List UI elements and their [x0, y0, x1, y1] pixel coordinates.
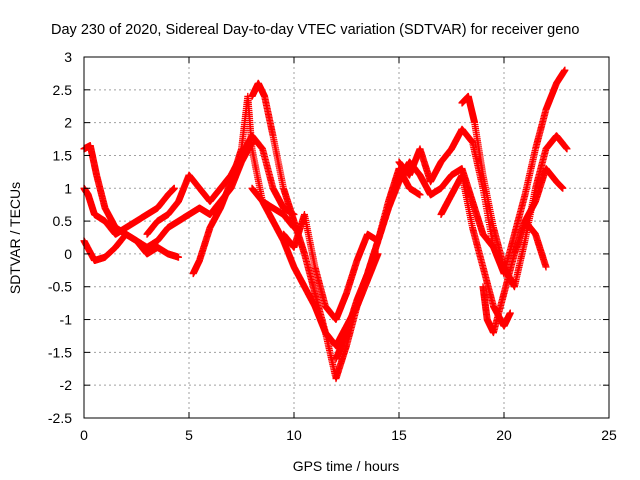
x-tick-label: 20 [496, 427, 512, 443]
x-tick-label: 5 [185, 427, 193, 443]
y-tick-label: 0.5 [53, 213, 73, 229]
y-tick-label: -0.5 [48, 279, 72, 295]
axis-ticks: 0 5 10 15 20 25 -2.5 -2 -1.5 -1 -0.5 0 0.5 1 1.5 2 2.5 3 [48, 49, 617, 443]
y-axis-label: SDTVAR / TECUs [7, 182, 23, 294]
x-tick-label: 10 [286, 427, 302, 443]
series-sat-b [80, 184, 178, 238]
x-tick-label: 0 [80, 427, 88, 443]
x-axis-label: GPS time / hours [293, 458, 400, 474]
y-tick-label: -1 [60, 312, 73, 328]
x-tick-label: 25 [601, 427, 617, 443]
y-tick-label: 3 [64, 49, 72, 65]
y-tick-label: 1.5 [53, 147, 73, 163]
series-sat-c [80, 230, 182, 264]
y-tick-label: -2 [60, 377, 73, 393]
x-tick-label: 15 [391, 427, 407, 443]
y-tick-label: 2 [64, 115, 72, 131]
data-point [170, 184, 178, 192]
y-tick-label: 1 [64, 180, 72, 196]
data-points [80, 66, 571, 383]
data-point [175, 253, 182, 261]
y-tick-label: -2.5 [48, 410, 72, 426]
y-tick-label: 2.5 [53, 82, 73, 98]
y-tick-label: 0 [64, 246, 72, 262]
y-tick-label: -1.5 [48, 344, 72, 360]
series-sat-e [189, 92, 298, 278]
series-sat-n [500, 66, 569, 278]
grid-lines [84, 57, 609, 418]
chart-title: Day 230 of 2020, Sidereal Day-to-day VTE… [51, 22, 579, 38]
